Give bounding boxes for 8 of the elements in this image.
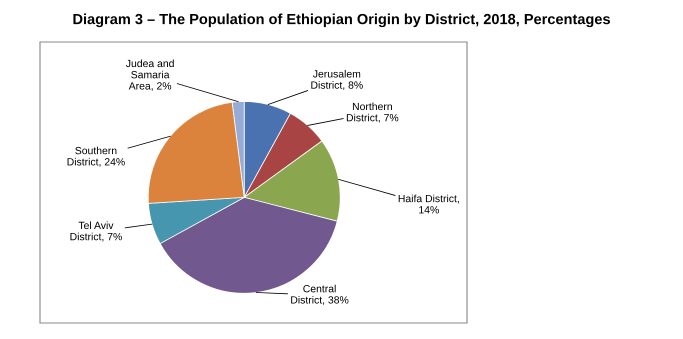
slice-label: Tel Aviv District, 7% (70, 221, 122, 242)
slice-label: Jerusalem District, 8% (311, 70, 363, 90)
slice-label: Central District, 38% (291, 284, 348, 305)
slice-label: Haifa District, 14% (398, 194, 459, 214)
slice-label: Judea and Samaria Area, 2% (126, 59, 174, 91)
slice-label: Northern District, 7% (346, 102, 398, 123)
chart-title: Diagram 3 – The Population of Ethiopian Origin by District, 2018, Percentages (73, 14, 610, 28)
slice-label: Southern District, 24% (68, 146, 125, 167)
